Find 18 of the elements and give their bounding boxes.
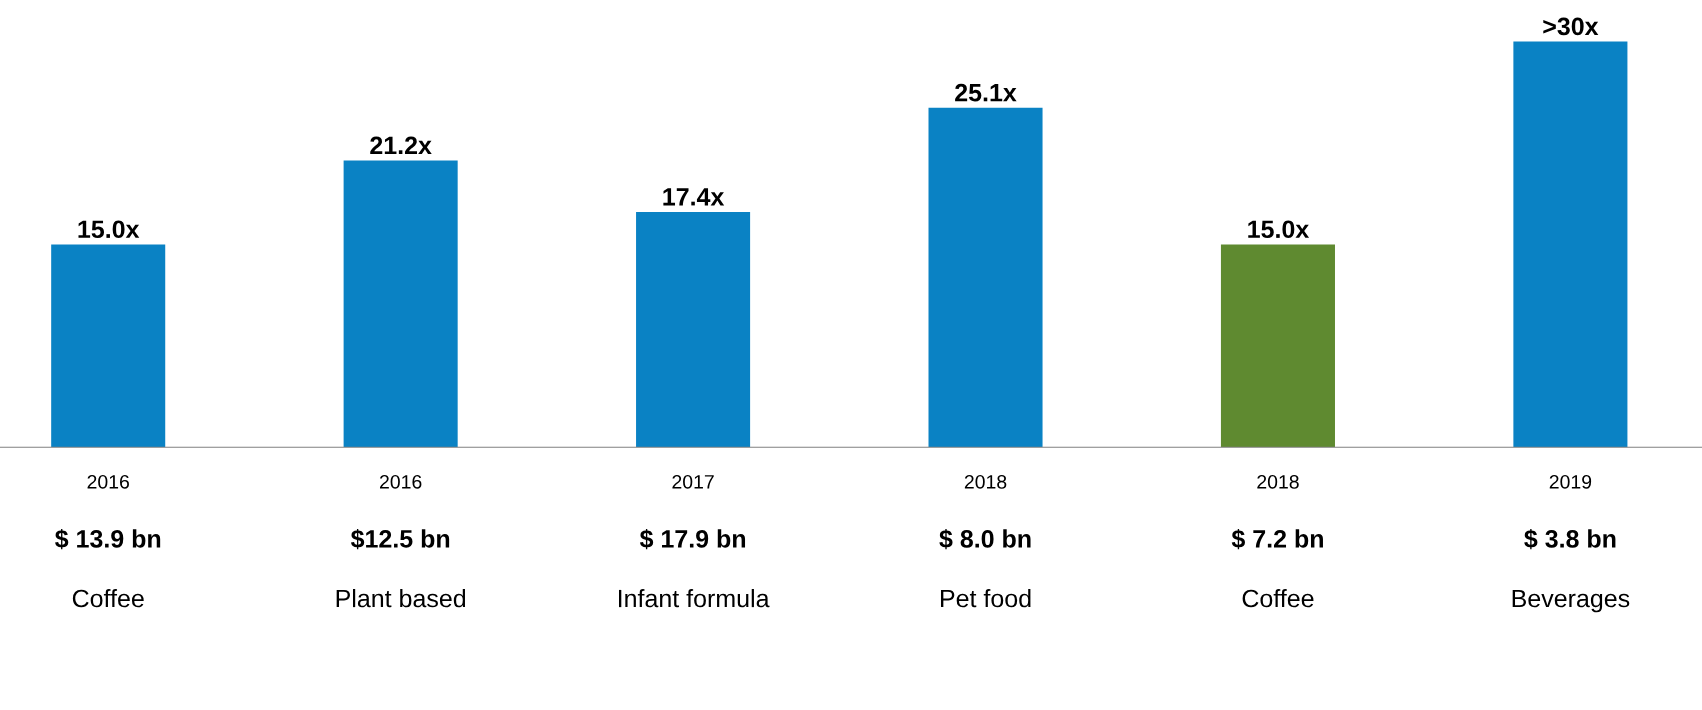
bar: [1513, 41, 1628, 448]
category-label: 2019 $ 3.8 bn Beverages: [1512, 474, 1630, 613]
bar: [51, 244, 166, 448]
category-label: 2016 $ 13.9 bn Coffee: [55, 474, 161, 608]
category-label: 2018 $ 7.2 bn Coffee: [1231, 474, 1323, 608]
data-label: 15.0x: [1248, 220, 1310, 239]
data-label: 25.1x: [955, 83, 1017, 102]
bar: [343, 160, 458, 448]
data-label: 15.0x: [78, 220, 140, 239]
data-label: >30x: [1543, 17, 1599, 36]
data-label: 17.4x: [663, 188, 725, 206]
category-label: 2018 $ 8.0 bn Pet food: [939, 474, 1031, 608]
category-label: 2017 $ 17.9 bn Infant formula: [618, 474, 770, 608]
category-label: 2016 $12.5 bn Plant based: [336, 474, 466, 608]
bar: [1220, 244, 1335, 448]
bar: [636, 211, 751, 448]
bar: [928, 107, 1043, 448]
data-label: 21.2x: [370, 136, 432, 155]
